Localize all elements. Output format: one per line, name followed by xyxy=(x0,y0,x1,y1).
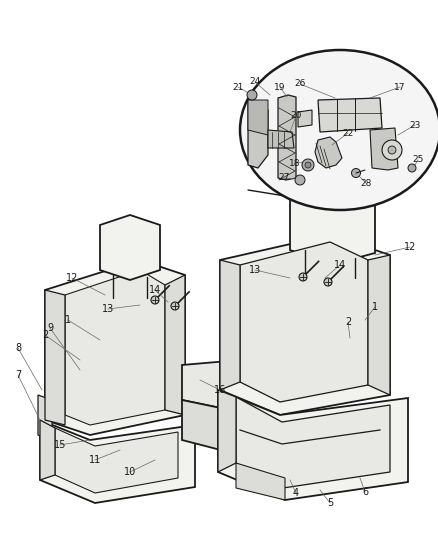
Text: 24: 24 xyxy=(249,77,261,86)
Ellipse shape xyxy=(240,50,438,210)
Polygon shape xyxy=(218,390,408,500)
Circle shape xyxy=(247,90,257,100)
Polygon shape xyxy=(220,260,240,390)
Circle shape xyxy=(305,162,311,168)
Polygon shape xyxy=(298,110,312,127)
Polygon shape xyxy=(236,463,285,500)
Polygon shape xyxy=(100,215,160,280)
Text: 1: 1 xyxy=(65,315,71,325)
Text: 27: 27 xyxy=(278,174,290,182)
Text: 13: 13 xyxy=(102,304,114,314)
Circle shape xyxy=(382,140,402,160)
Polygon shape xyxy=(45,260,185,435)
Text: 17: 17 xyxy=(394,83,406,92)
Polygon shape xyxy=(40,420,195,503)
Polygon shape xyxy=(368,255,390,395)
Circle shape xyxy=(171,302,179,310)
Polygon shape xyxy=(38,395,52,440)
Text: 19: 19 xyxy=(274,83,286,92)
Circle shape xyxy=(151,296,159,304)
Polygon shape xyxy=(268,130,294,148)
Polygon shape xyxy=(218,390,236,472)
Polygon shape xyxy=(182,400,280,455)
Text: 25: 25 xyxy=(412,156,424,165)
Circle shape xyxy=(299,273,307,281)
Text: 22: 22 xyxy=(343,128,353,138)
Polygon shape xyxy=(236,397,390,488)
Text: 12: 12 xyxy=(66,273,78,283)
Text: 7: 7 xyxy=(15,370,21,380)
Circle shape xyxy=(324,278,332,286)
Text: 6: 6 xyxy=(362,487,368,497)
Polygon shape xyxy=(220,235,390,415)
Text: 26: 26 xyxy=(294,79,306,88)
Text: 18: 18 xyxy=(289,158,301,167)
Text: 2: 2 xyxy=(42,330,48,340)
Polygon shape xyxy=(248,100,268,135)
Polygon shape xyxy=(240,242,368,402)
Polygon shape xyxy=(45,290,65,425)
Polygon shape xyxy=(165,275,185,415)
Text: 28: 28 xyxy=(360,179,372,188)
Text: 12: 12 xyxy=(404,242,416,252)
Circle shape xyxy=(352,168,360,177)
Text: 5: 5 xyxy=(327,498,333,508)
Circle shape xyxy=(388,146,396,154)
Polygon shape xyxy=(182,360,280,412)
Text: 23: 23 xyxy=(410,120,420,130)
Text: 10: 10 xyxy=(124,467,136,477)
Text: 14: 14 xyxy=(334,260,346,270)
Polygon shape xyxy=(65,270,165,425)
Polygon shape xyxy=(40,420,55,480)
Polygon shape xyxy=(318,98,382,132)
Polygon shape xyxy=(370,128,398,170)
Text: 8: 8 xyxy=(15,343,21,353)
Polygon shape xyxy=(55,428,178,493)
Text: 4: 4 xyxy=(293,488,299,498)
Circle shape xyxy=(295,175,305,185)
Circle shape xyxy=(408,164,416,172)
Text: 20: 20 xyxy=(290,111,302,120)
Polygon shape xyxy=(315,137,342,168)
Text: 9: 9 xyxy=(47,323,53,333)
Text: 1: 1 xyxy=(372,302,378,312)
Polygon shape xyxy=(278,95,296,180)
Text: 14: 14 xyxy=(149,285,161,295)
Circle shape xyxy=(302,159,314,171)
Text: 16: 16 xyxy=(214,385,226,395)
Text: 11: 11 xyxy=(89,455,101,465)
Text: 13: 13 xyxy=(249,265,261,275)
Text: 21: 21 xyxy=(232,83,244,92)
Text: 15: 15 xyxy=(54,440,66,450)
Polygon shape xyxy=(290,180,375,265)
Text: 2: 2 xyxy=(345,317,351,327)
Polygon shape xyxy=(248,100,268,168)
